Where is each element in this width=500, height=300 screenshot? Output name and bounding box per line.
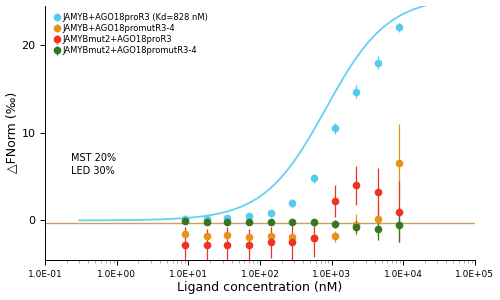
Legend: JAMYB+AGO18proR3 (Kd=828 nM), JAMYB+AGO18promutR3-4, JAMYBmut2+AGO18proR3, JAMYB: JAMYB+AGO18proR3 (Kd=828 nM), JAMYB+AGO1… — [54, 12, 208, 56]
X-axis label: Ligand concentration (nM): Ligand concentration (nM) — [178, 281, 342, 294]
Text: MST 20%
LED 30%: MST 20% LED 30% — [71, 153, 116, 176]
Y-axis label: △FNorm (‰): △FNorm (‰) — [6, 92, 18, 173]
